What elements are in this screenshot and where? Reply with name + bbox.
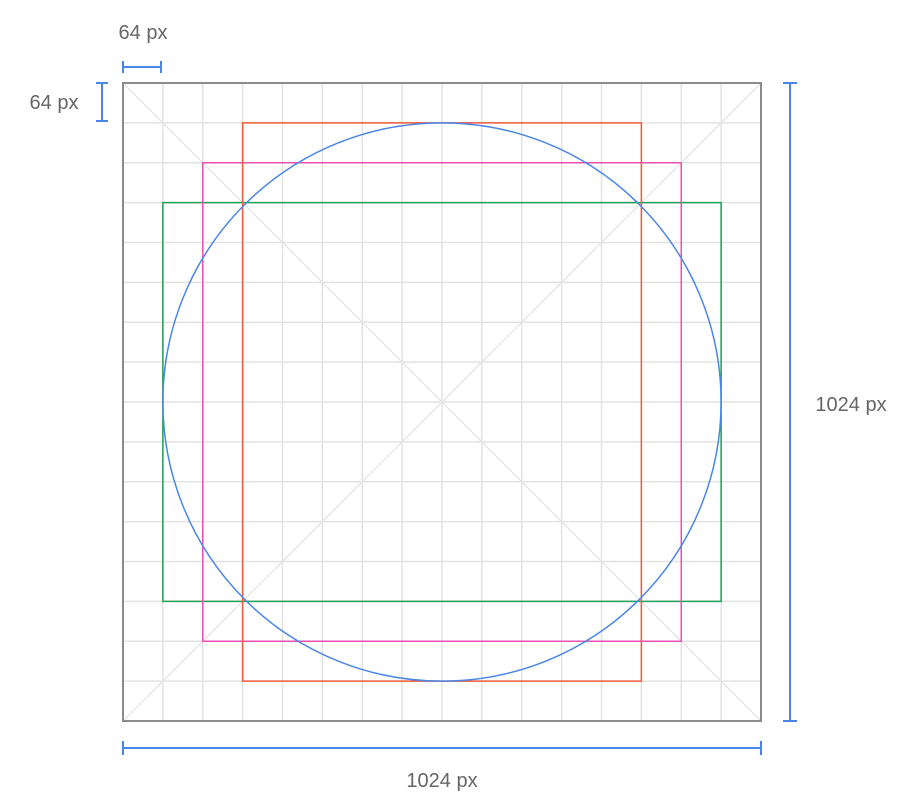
canvas-frame: [122, 82, 762, 722]
unit-height-marker: [96, 82, 108, 122]
circle-keyline: [162, 122, 722, 682]
diagonal-line: [122, 82, 762, 722]
square-keyline: [202, 162, 682, 642]
total-width-marker: [122, 741, 762, 755]
total-height-label: 1024 px: [815, 394, 886, 416]
diagonal-guides: [122, 82, 762, 722]
unit-width-marker: [122, 61, 162, 73]
unit-height-label: 64 px: [30, 92, 79, 114]
total-height-marker: [783, 82, 797, 722]
unit-width-label: 64 px: [119, 22, 168, 44]
total-width-label: 1024 px: [406, 770, 477, 792]
